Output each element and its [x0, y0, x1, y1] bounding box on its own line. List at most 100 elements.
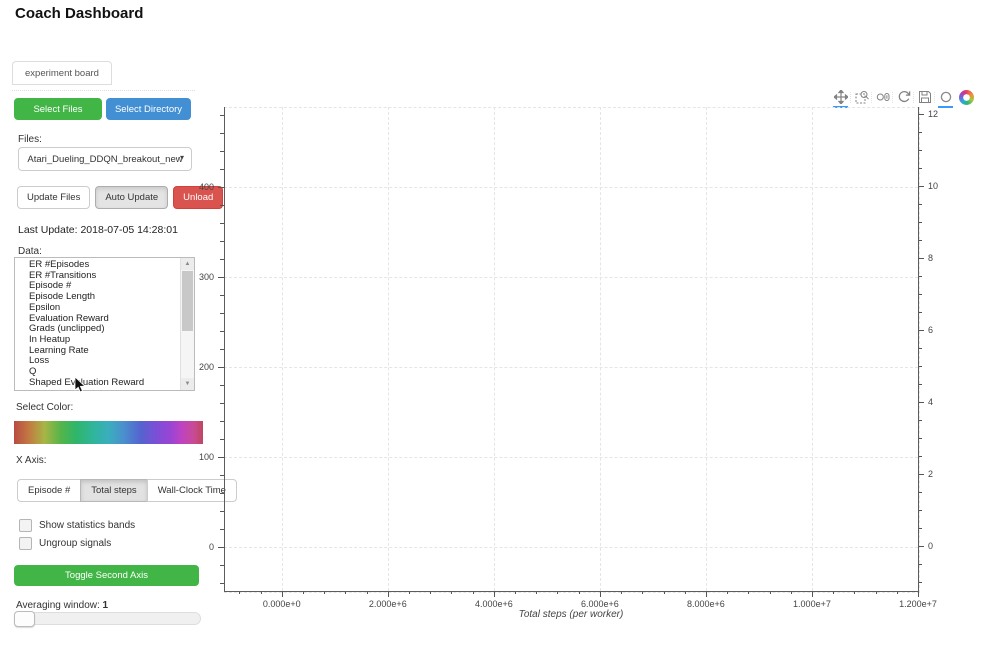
x-minor-tick	[366, 591, 368, 594]
save-icon[interactable]	[913, 90, 932, 105]
y-right-minor-tick	[918, 150, 922, 152]
wheel-zoom-icon[interactable]	[871, 90, 890, 105]
color-gradient-picker[interactable]	[14, 421, 203, 444]
listbox-option-episode[interactable]: Episode #	[29, 280, 72, 292]
tab-bar: experiment board	[12, 61, 112, 85]
x-minor-tick	[621, 591, 623, 594]
auto-update-button[interactable]: Auto Update	[95, 186, 169, 209]
x-tick-label: 2.000e+6	[368, 599, 407, 609]
y-left-minor-tick	[220, 492, 224, 494]
unload-button[interactable]: Unload	[173, 186, 224, 209]
y-right-minor-tick	[918, 456, 922, 458]
y-left-minor-tick	[220, 169, 224, 171]
y-right-minor-tick	[918, 438, 922, 440]
x-minor-tick	[302, 591, 304, 594]
y-left-minor-tick	[220, 313, 224, 314]
listbox-option-episode-length[interactable]: Episode Length	[29, 291, 96, 303]
x-major-tick	[493, 591, 495, 597]
checkbox-box-icon[interactable]	[19, 537, 32, 550]
x-minor-tick	[430, 591, 432, 594]
y-left-major-tick	[218, 546, 224, 548]
listbox-option-in-heatup[interactable]: In Heatup	[29, 333, 71, 345]
y-right-major-tick	[918, 258, 924, 260]
checkbox-label: Ungroup signals	[39, 538, 112, 549]
files-label: Files:	[18, 134, 42, 145]
y-left-axis-line	[224, 107, 225, 591]
listbox-option-loss[interactable]: Loss	[29, 355, 50, 367]
y-left-minor-tick	[220, 331, 224, 332]
y-right-tick-label: 4	[928, 397, 934, 408]
listbox-option-evaluation-reward[interactable]: Evaluation Reward	[29, 312, 109, 324]
x-minor-tick	[451, 591, 453, 594]
listbox-option-er-transitions[interactable]: ER #Transitions	[29, 269, 97, 281]
x-minor-tick	[896, 591, 898, 594]
x-major-tick	[281, 591, 283, 597]
data-listbox[interactable]: ER #Episodes ER #Transitions Episode # Epis…	[14, 257, 195, 391]
x-minor-tick	[578, 591, 580, 594]
x-major-tick	[387, 591, 389, 597]
x-minor-tick	[260, 591, 262, 594]
listbox-scrollbar[interactable]: ▲ ▼	[180, 258, 194, 390]
pan-icon[interactable]	[833, 90, 848, 108]
listbox-option-learning-rate[interactable]: Learning Rate	[29, 344, 89, 356]
listbox-option-grads-unclipped[interactable]: Grads (unclipped)	[29, 323, 105, 335]
x-minor-tick	[324, 591, 326, 594]
x-major-tick	[599, 591, 601, 597]
hover-icon[interactable]	[934, 90, 953, 108]
y-left-minor-tick	[220, 474, 224, 476]
checkbox-box-icon[interactable]	[19, 519, 32, 532]
y-left-minor-tick	[220, 223, 224, 225]
listbox-option-epsilon[interactable]: Epsilon	[29, 301, 61, 313]
box-zoom-icon[interactable]	[850, 90, 869, 105]
x-minor-tick	[472, 591, 474, 594]
update-files-button[interactable]: Update Files	[17, 186, 91, 209]
y-left-minor-tick	[220, 241, 224, 243]
y-left-tick-label: 0	[208, 541, 214, 552]
y-left-major-tick	[218, 277, 224, 279]
x-axis-option-episode[interactable]: Episode #	[17, 479, 82, 502]
bokeh-logo-icon[interactable]	[959, 89, 974, 105]
y-left-minor-tick	[220, 528, 224, 530]
x-tick-label: 1.200e+7	[899, 599, 937, 609]
files-dropdown[interactable]: Atari_Dueling_DDQN_breakout_new ▾	[18, 147, 192, 171]
slider-handle[interactable]	[14, 611, 35, 627]
y-left-major-tick	[218, 187, 224, 189]
y-left-minor-tick	[220, 295, 224, 297]
reset-icon[interactable]	[892, 90, 911, 105]
scroll-up-icon[interactable]: ▲	[181, 258, 194, 270]
x-major-tick	[918, 591, 919, 597]
scrollbar-thumb[interactable]	[182, 271, 193, 331]
scroll-down-icon[interactable]: ▼	[181, 378, 194, 390]
select-directory-button[interactable]: Select Directory	[106, 98, 191, 120]
y-left-minor-tick	[220, 115, 224, 117]
y-right-tick-label: 2	[928, 469, 934, 480]
toggle-second-axis-button[interactable]: Toggle Second Axis	[14, 565, 199, 586]
checkbox-show-statistics-bands[interactable]: Show statistics bands	[19, 519, 135, 532]
tab-experiment-board[interactable]: experiment board	[12, 61, 112, 85]
x-axis-button-group: Episode # Total steps Wall-Clock Time	[17, 479, 237, 502]
averaging-slider[interactable]	[14, 611, 201, 627]
y-right-minor-tick	[918, 168, 922, 170]
listbox-option-q[interactable]: Q	[29, 366, 37, 378]
x-minor-tick	[345, 591, 347, 594]
y-right-minor-tick	[918, 222, 922, 224]
y-left-minor-tick	[220, 510, 224, 512]
y-left-minor-tick	[220, 582, 224, 584]
x-minor-tick	[515, 591, 517, 594]
x-axis-option-wall-clock-time[interactable]: Wall-Clock Time	[146, 479, 237, 502]
y-left-minor-tick	[220, 205, 224, 207]
y-left-minor-tick	[220, 420, 224, 422]
y-gridline	[224, 187, 918, 189]
y-gridline	[224, 366, 918, 368]
y-right-major-tick	[918, 114, 924, 116]
select-files-button[interactable]: Select Files	[14, 98, 102, 120]
x-tick-label: 6.000e+6	[580, 599, 619, 609]
y-right-minor-tick	[918, 492, 922, 494]
listbox-option-shaped-evaluation-reward[interactable]: Shaped Evaluation Reward	[29, 376, 145, 388]
listbox-option-er-episodes[interactable]: ER #Episodes	[29, 260, 90, 270]
averaging-value: 1	[102, 600, 109, 611]
page-title: Coach Dashboard	[15, 5, 144, 22]
y-right-minor-tick	[918, 294, 922, 296]
checkbox-ungroup-signals[interactable]: Ungroup signals	[19, 537, 135, 550]
